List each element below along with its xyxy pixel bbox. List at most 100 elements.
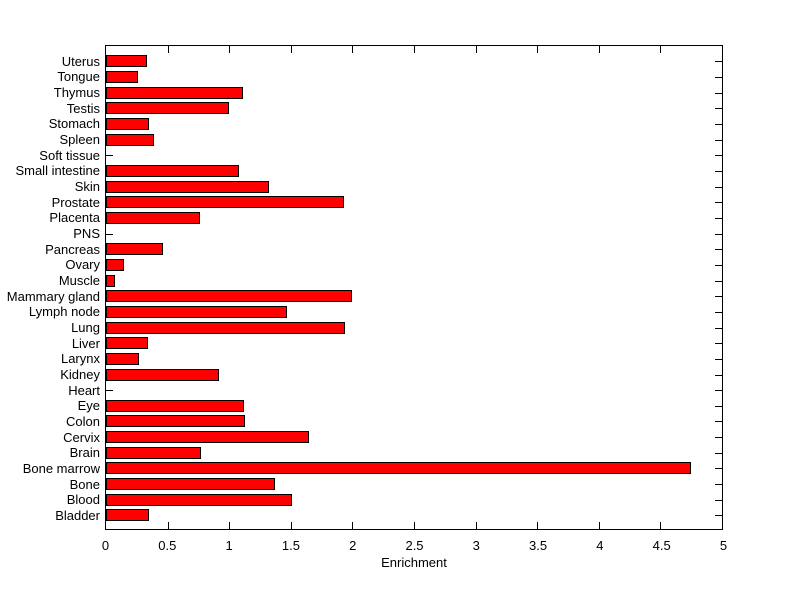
x-tick-top	[599, 46, 600, 53]
x-tick	[291, 522, 292, 529]
x-tick-top	[476, 46, 477, 53]
y-tick-right	[715, 265, 722, 266]
y-tick-label: Bone	[69, 477, 100, 492]
x-tick	[476, 522, 477, 529]
y-tick-right	[715, 281, 722, 282]
bar	[106, 431, 309, 443]
x-tick	[660, 522, 661, 529]
y-tick-right	[715, 155, 722, 156]
y-tick-right	[715, 218, 722, 219]
y-tick-right	[715, 406, 722, 407]
y-tick-label: Pancreas	[45, 242, 100, 257]
y-tick-right	[715, 296, 722, 297]
x-tick-top	[229, 46, 230, 53]
bar	[106, 181, 269, 193]
bar	[106, 353, 139, 365]
bar	[106, 212, 200, 224]
y-tick-label: Testis	[66, 101, 100, 116]
y-tick-right	[715, 453, 722, 454]
x-tick-label: 0.5	[158, 538, 177, 553]
bar	[106, 102, 229, 114]
bar	[106, 494, 292, 506]
y-tick-label: Lung	[71, 320, 100, 335]
y-tick-right	[715, 187, 722, 188]
bar	[106, 165, 239, 177]
y-tick-right	[715, 312, 722, 313]
bar	[106, 134, 154, 146]
y-tick-label: Small intestine	[15, 163, 100, 178]
x-tick	[599, 522, 600, 529]
y-tick-left	[106, 234, 113, 235]
y-tick-label: Soft tissue	[39, 148, 100, 163]
y-tick-label: Colon	[66, 414, 100, 429]
x-tick-label: 1	[225, 538, 233, 553]
x-tick-label: 0	[101, 538, 110, 553]
y-tick-label: Tongue	[57, 69, 100, 84]
y-tick-right	[715, 484, 722, 485]
bar	[106, 290, 352, 302]
y-tick-right	[715, 421, 722, 422]
bar	[106, 337, 148, 349]
x-tick-label: 4	[596, 538, 604, 553]
y-tick-label: Larynx	[60, 351, 100, 366]
x-tick	[352, 522, 353, 529]
y-tick-label: Liver	[71, 336, 100, 351]
y-tick-label: Prostate	[51, 195, 100, 210]
y-tick-label: PNS	[73, 226, 100, 241]
bar	[106, 322, 345, 334]
y-tick-right	[715, 468, 722, 469]
y-tick-left	[106, 390, 113, 391]
x-tick	[229, 522, 230, 529]
y-tick-right	[715, 140, 722, 141]
y-tick-right	[715, 343, 722, 344]
y-tick-left	[106, 155, 113, 156]
y-tick-label: Uterus	[61, 54, 100, 69]
y-tick-label: Spleen	[59, 132, 100, 147]
x-tick-label: 5	[719, 538, 728, 553]
x-tick-label: 1.5	[281, 538, 300, 553]
y-tick-right	[715, 234, 722, 235]
y-tick-right	[715, 500, 722, 501]
bar	[106, 243, 163, 255]
y-tick-right	[715, 328, 722, 329]
y-tick-label: Thymus	[53, 85, 100, 100]
y-tick-label: Placenta	[49, 210, 100, 225]
y-tick-right	[715, 375, 722, 376]
y-tick-right	[715, 249, 722, 250]
y-tick-label: Kidney	[60, 367, 100, 382]
x-tick-label: 3.5	[529, 538, 548, 553]
x-tick	[414, 522, 415, 529]
y-tick-right	[715, 124, 722, 125]
x-tick	[537, 522, 538, 529]
y-tick-label: Brain	[69, 445, 100, 460]
y-tick-label: Eye	[77, 398, 100, 413]
bar	[106, 275, 115, 287]
y-tick-right	[715, 61, 722, 62]
x-tick-top	[352, 46, 353, 53]
bar	[106, 55, 147, 67]
y-tick-right	[715, 108, 722, 109]
bar	[106, 462, 691, 474]
x-tick-top	[291, 46, 292, 53]
bar	[106, 447, 201, 459]
bar	[106, 118, 149, 130]
y-tick-right	[715, 93, 722, 94]
y-tick-right	[715, 202, 722, 203]
bar	[106, 369, 219, 381]
y-tick-label: Skin	[74, 179, 100, 194]
bar	[106, 478, 275, 490]
y-tick-right	[715, 359, 722, 360]
x-tick-label: 2.5	[405, 538, 424, 553]
plot-area	[105, 45, 723, 530]
bar	[106, 196, 344, 208]
y-tick-label: Cervix	[63, 430, 100, 445]
y-tick-right	[715, 171, 722, 172]
bar	[106, 259, 124, 271]
y-tick-right	[715, 437, 722, 438]
y-tick-label: Bladder	[55, 508, 100, 523]
y-tick-label: Lymph node	[28, 304, 100, 319]
x-tick-top	[660, 46, 661, 53]
bar	[106, 415, 245, 427]
y-tick-label: Bone marrow	[22, 461, 100, 476]
